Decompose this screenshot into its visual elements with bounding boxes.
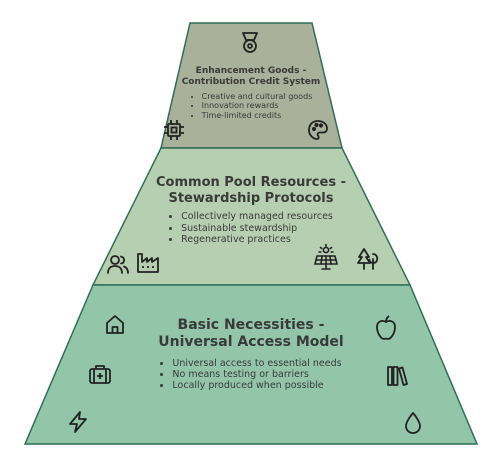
bullet: Collectively managed resources [181,211,333,222]
tier-top-title-line1: Enhancement Goods - [195,66,307,76]
tier-middle-title-line2: Stewardship Protocols [168,190,334,206]
first-aid-kit-icon [88,363,112,385]
bullet: Regenerative practices [181,234,333,245]
tier-middle-title: Common Pool Resources - Stewardship Prot… [141,175,361,206]
bullet: Creative and cultural goods [202,92,313,102]
home-icon [104,313,126,335]
tier-middle-text: Common Pool Resources - Stewardship Prot… [141,175,361,246]
medal-icon [239,31,261,55]
bullet: Universal access to essential needs [172,358,341,369]
trees-icon [356,247,380,271]
lightning-icon [67,410,89,434]
chip-icon [163,119,185,141]
tier-top-title: Enhancement Goods - Contribution Credit … [163,66,339,88]
tier-middle-bullets: Collectively managed resources Sustainab… [169,211,333,245]
tier-top-bullets: Creative and cultural goods Innovation r… [190,92,313,121]
palette-icon [307,119,329,141]
tier-bottom-text: Basic Necessities - Universal Access Mod… [131,317,371,392]
tier-bottom-title-line2: Universal Access Model [158,333,344,350]
water-drop-icon [402,411,424,435]
tier-top-text: Enhancement Goods - Contribution Credit … [163,66,339,122]
books-icon [386,364,408,388]
tier-bottom-bullets: Universal access to essential needs No m… [160,358,341,392]
bullet: Locally produced when possible [172,380,341,391]
tier-middle-title-line1: Common Pool Resources - [156,175,346,190]
bullet: Time-limited credits [202,111,313,121]
bullet: Sustainable stewardship [181,223,333,234]
tier-top-title-line2: Contribution Credit System [181,76,321,87]
tier-bottom-title-line1: Basic Necessities - [177,317,325,333]
bullet: Innovation rewards [202,101,313,111]
tier-bottom-title: Basic Necessities - Universal Access Mod… [131,317,371,351]
factory-icon [136,250,160,274]
people-icon [106,253,130,275]
solar-panel-icon [314,244,338,270]
tier-bottom-shape [23,284,479,445]
apple-icon [374,315,398,341]
bullet: No means testing or barriers [172,369,341,380]
